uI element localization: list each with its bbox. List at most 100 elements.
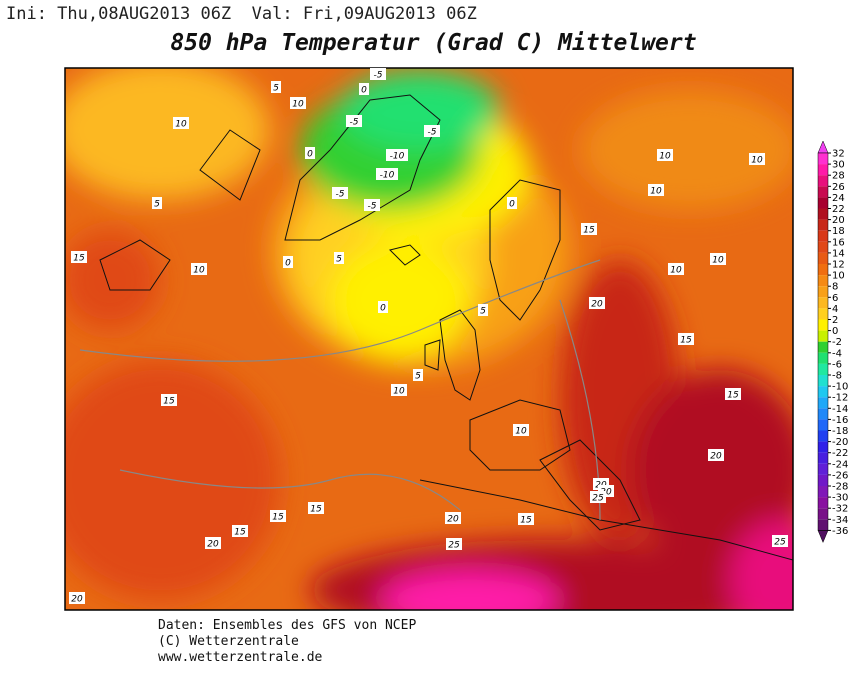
contour-label-bg bbox=[708, 449, 724, 461]
contour-label: 10 bbox=[193, 266, 205, 276]
map-frame bbox=[64, 67, 794, 611]
contour-label-bg bbox=[346, 115, 362, 127]
colorbar-band bbox=[818, 175, 828, 187]
colorbar-band bbox=[818, 330, 828, 342]
colorbar-label: -26 bbox=[832, 470, 848, 481]
contour-label-bg bbox=[478, 304, 488, 316]
colorbar-label: -22 bbox=[832, 448, 848, 459]
contour-label: 20 bbox=[71, 595, 83, 605]
contour-label-bg bbox=[725, 388, 741, 400]
contour-label-bg bbox=[668, 263, 684, 275]
colorbar-end bbox=[817, 530, 829, 544]
colorbar-band bbox=[818, 452, 828, 464]
contour-label: -5 bbox=[368, 202, 377, 212]
colorbar-label: -28 bbox=[832, 482, 848, 493]
contour-label-bg bbox=[445, 512, 461, 524]
contour-label: 0 bbox=[361, 86, 367, 96]
contour-label-bg bbox=[386, 149, 408, 161]
colorbar-label: 26 bbox=[832, 182, 845, 193]
contour-label-bg bbox=[648, 184, 664, 196]
contour-label-bg bbox=[749, 153, 765, 165]
colorbar-band bbox=[818, 297, 828, 309]
contour-label-bg bbox=[710, 253, 726, 265]
colorbar-label: -12 bbox=[832, 393, 848, 404]
contour-label-bg bbox=[71, 251, 87, 263]
contour-label-bg bbox=[413, 369, 423, 381]
contour-label: 20 bbox=[447, 515, 459, 525]
contour-label: 10 bbox=[393, 387, 405, 397]
colorbar-label: -6 bbox=[832, 359, 842, 370]
colorbar-band bbox=[818, 164, 828, 176]
credit-line: (C) Wetterzentrale bbox=[158, 634, 299, 649]
contour-label-bg bbox=[205, 537, 221, 549]
contour-label: 20 bbox=[207, 540, 219, 550]
colorbar-label: 10 bbox=[832, 271, 845, 282]
contour-label: 0 bbox=[285, 259, 291, 269]
colorbar-label: -14 bbox=[832, 404, 848, 415]
contour-label: 0 bbox=[509, 200, 515, 210]
contour-label-bg bbox=[370, 68, 386, 80]
colorbar-band bbox=[818, 153, 828, 165]
contour-label: 15 bbox=[73, 254, 85, 264]
colorbar-end bbox=[817, 140, 829, 154]
contour-label-bg bbox=[305, 147, 315, 159]
colorbar-label: 6 bbox=[832, 293, 838, 304]
contour-label-bg bbox=[271, 81, 281, 93]
colorbar-label: -4 bbox=[832, 348, 842, 359]
colorbar-band bbox=[818, 397, 828, 409]
contour-label: 5 bbox=[273, 84, 279, 94]
colorbar-band bbox=[818, 197, 828, 209]
contour-label: 0 bbox=[380, 304, 386, 314]
contour-label: 15 bbox=[520, 516, 532, 526]
contour-label: 10 bbox=[292, 100, 304, 110]
contour-label-bg bbox=[581, 223, 597, 235]
contour-label: 15 bbox=[272, 513, 284, 523]
contour-label: -5 bbox=[374, 71, 383, 81]
temperature-field bbox=[65, 68, 793, 610]
contour-label-bg bbox=[364, 199, 380, 211]
contour-label-bg bbox=[283, 256, 293, 268]
contour-label-bg bbox=[424, 125, 440, 137]
colorbar-band bbox=[818, 319, 828, 331]
contour-label-bg bbox=[590, 491, 606, 503]
contour-label-bg bbox=[290, 97, 306, 109]
contour-label: 15 bbox=[727, 391, 739, 401]
colorbar-band bbox=[818, 341, 828, 353]
colorbar-band bbox=[818, 252, 828, 264]
colorbar-band bbox=[818, 308, 828, 320]
colorbar-band bbox=[818, 275, 828, 287]
contour-label: -5 bbox=[428, 128, 437, 138]
colorbar-label: 24 bbox=[832, 193, 845, 204]
colorbar-band bbox=[818, 208, 828, 220]
colorbar-band bbox=[818, 241, 828, 253]
contour-label: 5 bbox=[415, 372, 421, 382]
colorbar-band bbox=[818, 430, 828, 442]
valid-time: Val: Fri,09AUG2013 06Z bbox=[251, 4, 477, 24]
contour-label: -5 bbox=[350, 118, 359, 128]
colorbar-band bbox=[818, 219, 828, 231]
colorbar-band bbox=[818, 375, 828, 387]
contour-label: -5 bbox=[336, 190, 345, 200]
contour-label-bg bbox=[332, 187, 348, 199]
contour-label-bg bbox=[657, 149, 673, 161]
credit-line: Daten: Ensembles des GFS von NCEP bbox=[158, 618, 417, 633]
colorbar-label: -34 bbox=[832, 515, 848, 526]
credits: Daten: Ensembles des GFS von NCEP (C) We… bbox=[158, 618, 416, 666]
colorbar-label: -8 bbox=[832, 371, 842, 382]
colorbar-band bbox=[818, 441, 828, 453]
colorbar-band bbox=[818, 508, 828, 520]
colorbar-band bbox=[818, 419, 828, 431]
contour-label-bg bbox=[270, 510, 286, 522]
colorbar-label: 4 bbox=[832, 304, 838, 315]
contour-label-bg bbox=[391, 384, 407, 396]
colorbar-label: 2 bbox=[832, 315, 838, 326]
contour-label: 15 bbox=[680, 336, 692, 346]
contour-label-bg bbox=[678, 333, 694, 345]
colorbar-band bbox=[818, 408, 828, 420]
colorbar-band bbox=[818, 474, 828, 486]
contour-label: 15 bbox=[310, 505, 322, 515]
contour-label-bg bbox=[334, 252, 344, 264]
contour-label: 0 bbox=[307, 150, 313, 160]
